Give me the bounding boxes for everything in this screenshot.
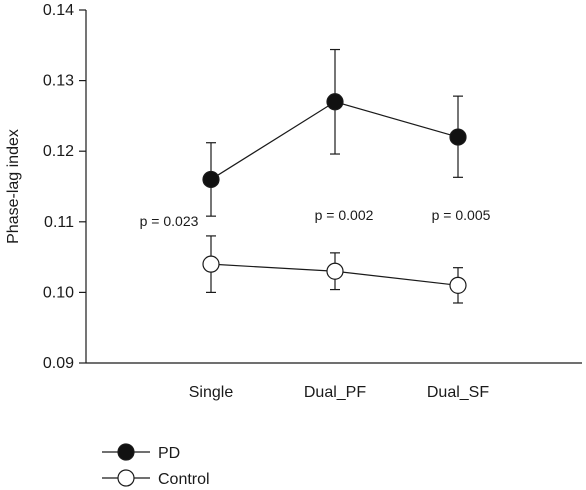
series-control — [202, 235, 467, 304]
data-point — [202, 170, 220, 189]
series-pd — [202, 48, 467, 217]
p-value-annotation: p = 0.002 — [315, 207, 374, 223]
data-point — [449, 276, 467, 294]
legend-marker — [117, 443, 135, 461]
x-tick-label: Dual_PF — [304, 384, 366, 401]
x-tick-label: Single — [189, 384, 234, 401]
y-tick-label: 0.14 — [43, 2, 74, 19]
y-tick-label: 0.11 — [44, 214, 74, 231]
data-point — [326, 262, 344, 280]
data-point — [326, 93, 344, 111]
x-tick-label: Dual_SF — [427, 384, 489, 401]
p-value-annotation: p = 0.005 — [432, 207, 491, 223]
axes: Phase-lag index — [5, 10, 582, 364]
legend-label: Control — [158, 471, 210, 488]
y-axis-label: Phase-lag index — [5, 129, 22, 244]
data-point — [449, 128, 467, 146]
annotations: p = 0.023 p = 0.002 p = 0.005 — [140, 207, 491, 229]
legend-label: PD — [158, 445, 180, 462]
data-point — [202, 255, 220, 273]
y-tick-label: 0.10 — [43, 284, 74, 301]
y-tick-label: 0.12 — [43, 143, 74, 160]
series-layer — [202, 48, 467, 304]
y-tick-label: 0.09 — [43, 355, 74, 372]
legend-marker — [117, 469, 135, 487]
legend: PD Control — [102, 443, 210, 488]
y-tick-label: 0.13 — [43, 73, 74, 90]
y-ticks: 0.09 0.10 0.11 0.12 0.13 0.14 Single Dual_PF Dua… — [43, 2, 489, 401]
p-value-annotation: p = 0.023 — [140, 213, 199, 229]
